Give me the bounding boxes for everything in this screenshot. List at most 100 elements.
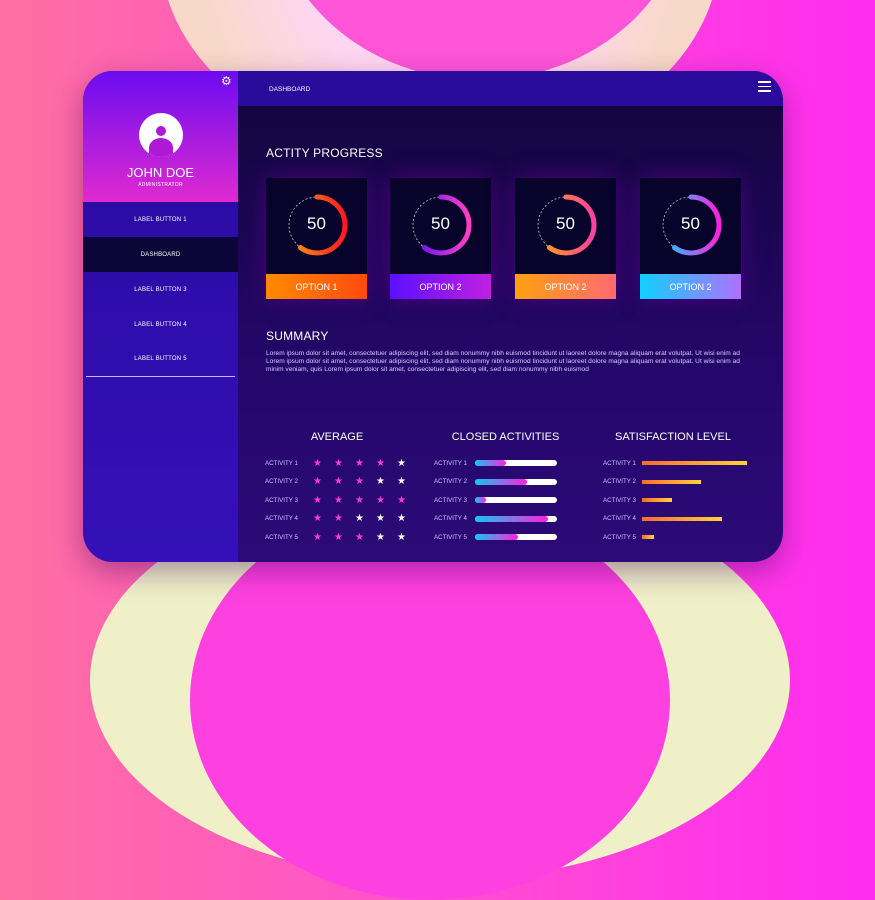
progress-ring: 50 <box>515 178 616 274</box>
progress-card[interactable]: 50 OPTION 2 <box>515 178 616 299</box>
row-label: ACTIVITY 3 <box>434 496 467 504</box>
progress-fill <box>475 460 507 466</box>
progress-fill <box>475 534 518 540</box>
star-icon: ★ <box>355 531 364 543</box>
closed-row: ACTIVITY 5 <box>434 532 557 542</box>
avatar <box>139 113 183 157</box>
sidebar-item-1[interactable]: LABEL BUTTON 1 <box>134 216 187 223</box>
row-label: ACTIVITY 5 <box>265 533 298 541</box>
average-row: ACTIVITY 1 ★ ★ ★ ★ ★ <box>265 457 412 469</box>
ring-arc <box>286 194 348 256</box>
closed-row: ACTIVITY 1 <box>434 458 557 468</box>
ring-arc <box>410 194 472 256</box>
star-icon: ★ <box>397 457 406 469</box>
satisfaction-bar <box>642 516 722 521</box>
progress-value: 50 <box>307 214 326 233</box>
progress-ring-svg <box>535 194 597 256</box>
star-icon: ★ <box>313 531 322 543</box>
closed-row: ACTIVITY 4 <box>434 514 557 524</box>
sidebar-item-5[interactable]: LABEL BUTTON 5 <box>86 342 235 377</box>
row-label: ACTIVITY 4 <box>603 515 636 522</box>
row-label: ACTIVITY 4 <box>434 515 467 522</box>
option-label[interactable]: OPTION 2 <box>515 274 616 299</box>
progress-card[interactable]: 50 OPTION 2 <box>390 178 491 299</box>
sidebar-item-4[interactable]: LABEL BUTTON 4 <box>134 321 187 328</box>
average-row: ACTIVITY 2 ★ ★ ★ ★ ★ <box>265 476 412 487</box>
row-label: ACTIVITY 1 <box>603 459 636 467</box>
top-bar: DASHBOARD <box>238 71 783 106</box>
satisfaction-row: ACTIVITY 1 <box>603 458 747 468</box>
header-title: DASHBOARD <box>269 86 311 93</box>
progress-bar <box>475 534 557 540</box>
star-icon: ★ <box>334 457 343 469</box>
option-label[interactable]: OPTION 1 <box>266 274 367 299</box>
satisfaction-bar <box>642 535 654 539</box>
row-label: ACTIVITY 1 <box>434 459 467 467</box>
progress-ring: 50 <box>640 178 741 274</box>
progress-value: 50 <box>556 214 575 233</box>
closed-row: ACTIVITY 3 <box>434 495 557 505</box>
star-icon: ★ <box>334 476 343 487</box>
profile: ⚙ JOHN DOE ADMINISTRATOR <box>83 71 238 202</box>
progress-ring-svg <box>410 194 472 256</box>
satisfaction-row: ACTIVITY 4 <box>603 514 722 524</box>
progress-bar <box>475 478 557 485</box>
star-icon: ★ <box>376 476 385 487</box>
star-icon: ★ <box>313 494 322 506</box>
star-icon: ★ <box>334 531 343 543</box>
row-label: ACTIVITY 3 <box>603 496 636 504</box>
average-row: ACTIVITY 5 ★ ★ ★ ★ ★ <box>265 531 412 543</box>
user-role: ADMINISTRATOR <box>138 182 183 188</box>
star-icon: ★ <box>355 457 364 469</box>
average-title: AVERAGE <box>310 431 364 443</box>
hamburger-menu-icon[interactable] <box>758 81 771 95</box>
row-label: ACTIVITY 2 <box>265 478 298 485</box>
row-label: ACTIVITY 5 <box>603 533 636 541</box>
closed-title: CLOSED ACTIVITIES <box>451 431 560 443</box>
progress-ring: 50 <box>390 178 491 274</box>
closed-row: ACTIVITY 2 <box>434 477 557 487</box>
progress-fill <box>475 478 528 485</box>
star-icon: ★ <box>313 476 322 487</box>
star-icon: ★ <box>376 494 385 506</box>
satisfaction-title: SATISFACTION LEVEL <box>615 431 731 443</box>
summary-title: SUMMARY <box>266 329 329 343</box>
option-label[interactable]: OPTION 2 <box>640 274 741 299</box>
summary-text: Lorem ipsum dolor sit amet, consectetuer… <box>266 350 740 373</box>
progress-fill <box>475 515 548 522</box>
star-icon: ★ <box>397 531 406 543</box>
progress-bar <box>475 497 557 503</box>
progress-card[interactable]: 50 OPTION 1 <box>266 178 367 299</box>
star-icon: ★ <box>376 531 385 543</box>
sidebar-item-3[interactable]: LABEL BUTTON 3 <box>134 286 187 293</box>
sidebar-item-dashboard[interactable]: DASHBOARD <box>83 237 238 272</box>
satisfaction-row: ACTIVITY 5 <box>603 532 654 542</box>
satisfaction-bar <box>642 461 747 465</box>
star-icon: ★ <box>334 494 343 506</box>
progress-ring: 50 <box>266 178 367 274</box>
row-label: ACTIVITY 2 <box>434 478 467 485</box>
progress-ring-svg <box>660 194 722 256</box>
star-icon: ★ <box>334 513 343 524</box>
row-label: ACTIVITY 3 <box>265 496 298 504</box>
satisfaction-bar <box>642 479 701 484</box>
progress-fill <box>475 497 487 503</box>
progress-bar <box>475 460 557 466</box>
star-icon: ★ <box>376 457 385 469</box>
progress-title: ACTITY PROGRESS <box>266 146 383 160</box>
sidebar: ⚙ JOHN DOE ADMINISTRATOR LABEL BUTTON 1 … <box>83 71 238 562</box>
gear-icon[interactable]: ⚙ <box>221 74 232 88</box>
row-label: ACTIVITY 1 <box>265 459 298 467</box>
star-icon: ★ <box>397 476 406 487</box>
star-icon: ★ <box>355 513 364 524</box>
star-icon: ★ <box>355 476 364 487</box>
star-icon: ★ <box>397 494 406 506</box>
star-icon: ★ <box>313 457 322 469</box>
progress-card[interactable]: 50 OPTION 2 <box>640 178 741 299</box>
progress-bar <box>475 515 557 522</box>
satisfaction-bar <box>642 498 673 502</box>
star-icon: ★ <box>313 513 322 524</box>
option-label[interactable]: OPTION 2 <box>390 274 491 299</box>
progress-ring-svg <box>286 194 348 256</box>
average-row: ACTIVITY 3 ★ ★ ★ ★ ★ <box>265 494 412 506</box>
